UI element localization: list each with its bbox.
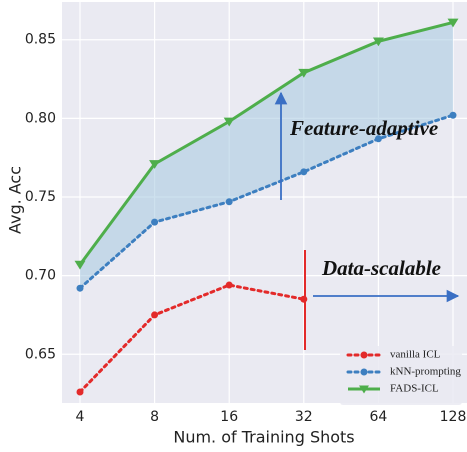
marker — [74, 260, 86, 270]
line — [78, 283, 306, 394]
marker — [372, 37, 384, 47]
marker — [149, 160, 161, 169]
y-tick-label: 0.70 — [25, 268, 56, 284]
legend-label: kNN-prompting — [390, 366, 461, 378]
annotation: Data-scalable — [321, 256, 441, 280]
legend-marker — [360, 368, 368, 376]
marker — [449, 111, 457, 119]
marker — [151, 218, 159, 226]
x-tick-label: 64 — [369, 409, 387, 425]
x-tick-label: 16 — [220, 409, 238, 425]
annotation: Feature-adaptive — [289, 116, 438, 140]
x-axis-label: Num. of Training Shots — [173, 428, 354, 447]
marker — [298, 68, 310, 78]
marker — [300, 295, 308, 303]
marker — [374, 135, 382, 143]
line — [78, 20, 454, 266]
x-tick-label: 8 — [150, 409, 159, 425]
y-axis-label: Avg. Acc — [6, 166, 25, 234]
y-tick-label: 0.65 — [25, 346, 56, 362]
marker — [151, 311, 159, 319]
marker — [223, 117, 235, 127]
marker — [76, 388, 84, 396]
x-tick-label: 4 — [76, 409, 85, 425]
y-tick-label: 0.75 — [25, 189, 56, 205]
legend-label: vanilla ICL — [390, 349, 441, 361]
legend-marker — [360, 351, 368, 359]
marker — [225, 198, 233, 206]
area — [80, 22, 453, 289]
marker — [300, 168, 308, 176]
y-tick-label: 0.80 — [25, 110, 56, 126]
marker — [225, 281, 233, 289]
marker — [447, 18, 459, 28]
x-tick-label: 32 — [295, 409, 313, 425]
marker — [76, 284, 84, 292]
x-tick-label: 128 — [440, 409, 467, 425]
y-tick-label: 0.85 — [25, 32, 56, 48]
line — [78, 113, 455, 290]
legend-marker — [359, 385, 369, 394]
legend-label: FADS-ICL — [390, 383, 439, 395]
